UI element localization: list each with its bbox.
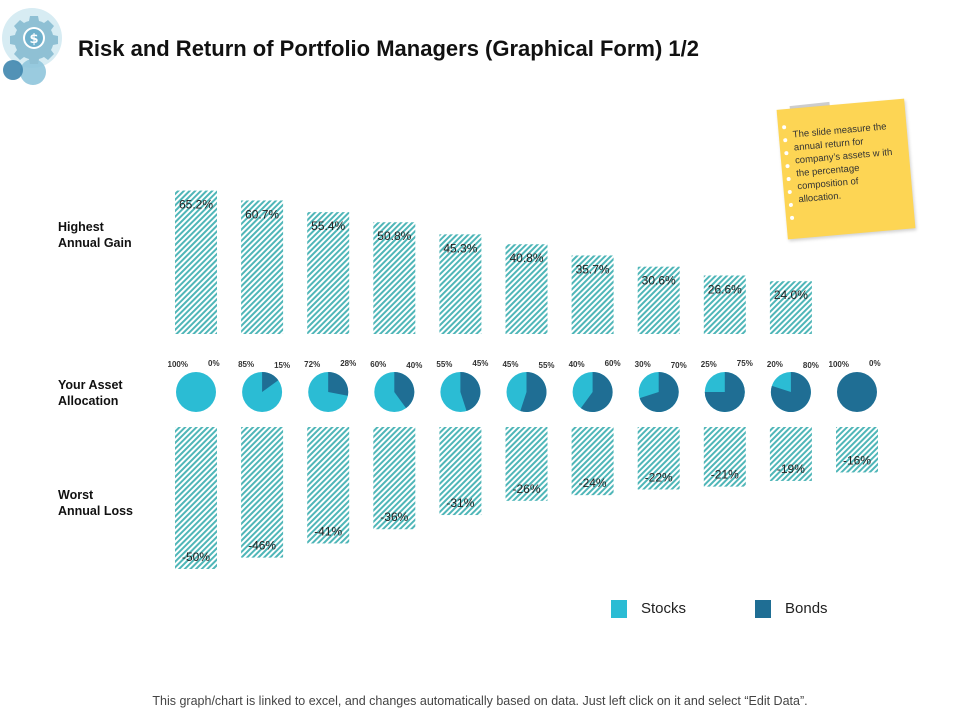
gain-bar: [571, 255, 614, 334]
legend-stocks-label: Stocks: [641, 600, 687, 617]
loss-bar-label: -46%: [248, 539, 276, 553]
loss-bar: [307, 427, 350, 544]
stocks-percent-label: 25%: [701, 360, 717, 369]
bonds-percent-label: 80%: [803, 361, 819, 370]
gain-bar: [637, 266, 680, 334]
gain-bar-label: 35.7%: [576, 262, 610, 276]
loss-bar-label: -24%: [579, 476, 607, 490]
legend-bonds-label: Bonds: [785, 600, 828, 617]
gain-bar: [373, 222, 416, 334]
bonds-percent-label: 28%: [340, 359, 356, 368]
loss-bar-label: -16%: [843, 453, 871, 467]
allocation-pie: [176, 372, 216, 412]
gain-bar-label: 40.8%: [509, 251, 543, 265]
gain-bar-label: 60.7%: [245, 207, 279, 221]
gain-bar-label: 30.6%: [642, 274, 676, 288]
allocation-pie-bonds-slice: [580, 372, 613, 413]
stocks-percent-label: 20%: [767, 360, 783, 369]
row-label-highest-gain: Highest Annual Gain: [58, 220, 132, 250]
loss-bar-label: -41%: [314, 524, 342, 538]
bonds-percent-label: 60%: [605, 359, 621, 368]
loss-bar: [439, 427, 482, 516]
loss-bar: [373, 427, 416, 530]
allocation-pie-bonds-slice: [394, 372, 415, 409]
loss-bar: [836, 427, 878, 473]
sticky-note: The slide measure the annual return for …: [776, 98, 916, 240]
gain-bar: [703, 275, 746, 334]
allocation-pie-bonds-slice: [328, 372, 349, 396]
allocation-pie-bonds-slice: [520, 372, 547, 412]
stocks-percent-label: 85%: [238, 360, 254, 369]
gain-bar-label: 26.6%: [708, 282, 742, 296]
gain-bar: [505, 244, 548, 334]
gain-bar-label: 24.0%: [774, 288, 808, 302]
stocks-percent-label: 45%: [502, 360, 518, 369]
loss-bar: [571, 427, 614, 496]
loss-bar-label: -36%: [380, 510, 408, 524]
gain-bar-label: 45.3%: [443, 241, 477, 255]
loss-bar: [175, 427, 217, 569]
sticky-note-text: The slide measure the annual return for …: [792, 121, 893, 206]
gain-bar-label: 50.8%: [377, 229, 411, 243]
gain-bar: [439, 234, 482, 334]
bonds-percent-label: 0%: [208, 359, 220, 368]
bonds-percent-label: 70%: [671, 361, 687, 370]
loss-bar: [505, 427, 548, 501]
gain-bar: [241, 200, 284, 334]
stocks-percent-label: 72%: [304, 360, 320, 369]
bonds-percent-label: 0%: [869, 359, 881, 368]
bonds-percent-label: 55%: [539, 361, 555, 370]
loss-bar-label: -19%: [777, 462, 805, 476]
footer-note: This graph/chart is linked to excel, and…: [152, 694, 808, 708]
stocks-percent-label: 100%: [168, 360, 188, 369]
loss-bar: [703, 427, 746, 487]
gear-dollar-logo-icon: $: [0, 0, 90, 90]
stocks-percent-label: 40%: [569, 360, 585, 369]
allocation-pie-bonds-slice: [770, 372, 811, 413]
bonds-percent-label: 40%: [406, 361, 422, 370]
loss-bar: [769, 427, 812, 481]
allocation-pie-bonds-slice: [639, 372, 679, 412]
gain-bar: [769, 281, 812, 334]
legend-bonds: Bonds: [755, 600, 828, 619]
bonds-percent-label: 75%: [737, 359, 753, 368]
allocation-pie-bonds-slice: [262, 372, 279, 392]
row-label-asset-allocation: Your Asset Allocation: [58, 378, 123, 408]
gain-bar-label: 65.2%: [179, 198, 213, 212]
legend-stocks: Stocks: [611, 600, 687, 619]
allocation-pie-bonds-slice: [460, 372, 481, 412]
loss-bar: [637, 427, 680, 490]
loss-bar-label: -50%: [182, 550, 210, 564]
bonds-percent-label: 15%: [274, 361, 290, 370]
loss-bar-label: -26%: [512, 482, 540, 496]
legend-stocks-swatch: [611, 600, 627, 619]
allocation-pie: [837, 372, 877, 412]
gain-bar: [175, 190, 217, 334]
bonds-percent-label: 45%: [472, 359, 488, 368]
loss-bar-label: -31%: [446, 496, 474, 510]
stocks-percent-label: 100%: [829, 360, 849, 369]
loss-bar: [241, 427, 284, 558]
stocks-percent-label: 55%: [436, 360, 452, 369]
stocks-percent-label: 30%: [635, 360, 651, 369]
svg-text:$: $: [29, 32, 38, 47]
loss-bar-label: -22%: [645, 470, 673, 484]
page-title: Risk and Return of Portfolio Managers (G…: [78, 36, 699, 61]
loss-bar-label: -21%: [711, 468, 739, 482]
gain-bar: [307, 212, 350, 334]
allocation-pie-bonds-slice: [704, 372, 745, 412]
gain-bar-label: 55.4%: [311, 219, 345, 233]
row-label-worst-loss: Worst Annual Loss: [58, 488, 134, 518]
stocks-percent-label: 60%: [370, 360, 386, 369]
legend-bonds-swatch: [755, 600, 771, 619]
